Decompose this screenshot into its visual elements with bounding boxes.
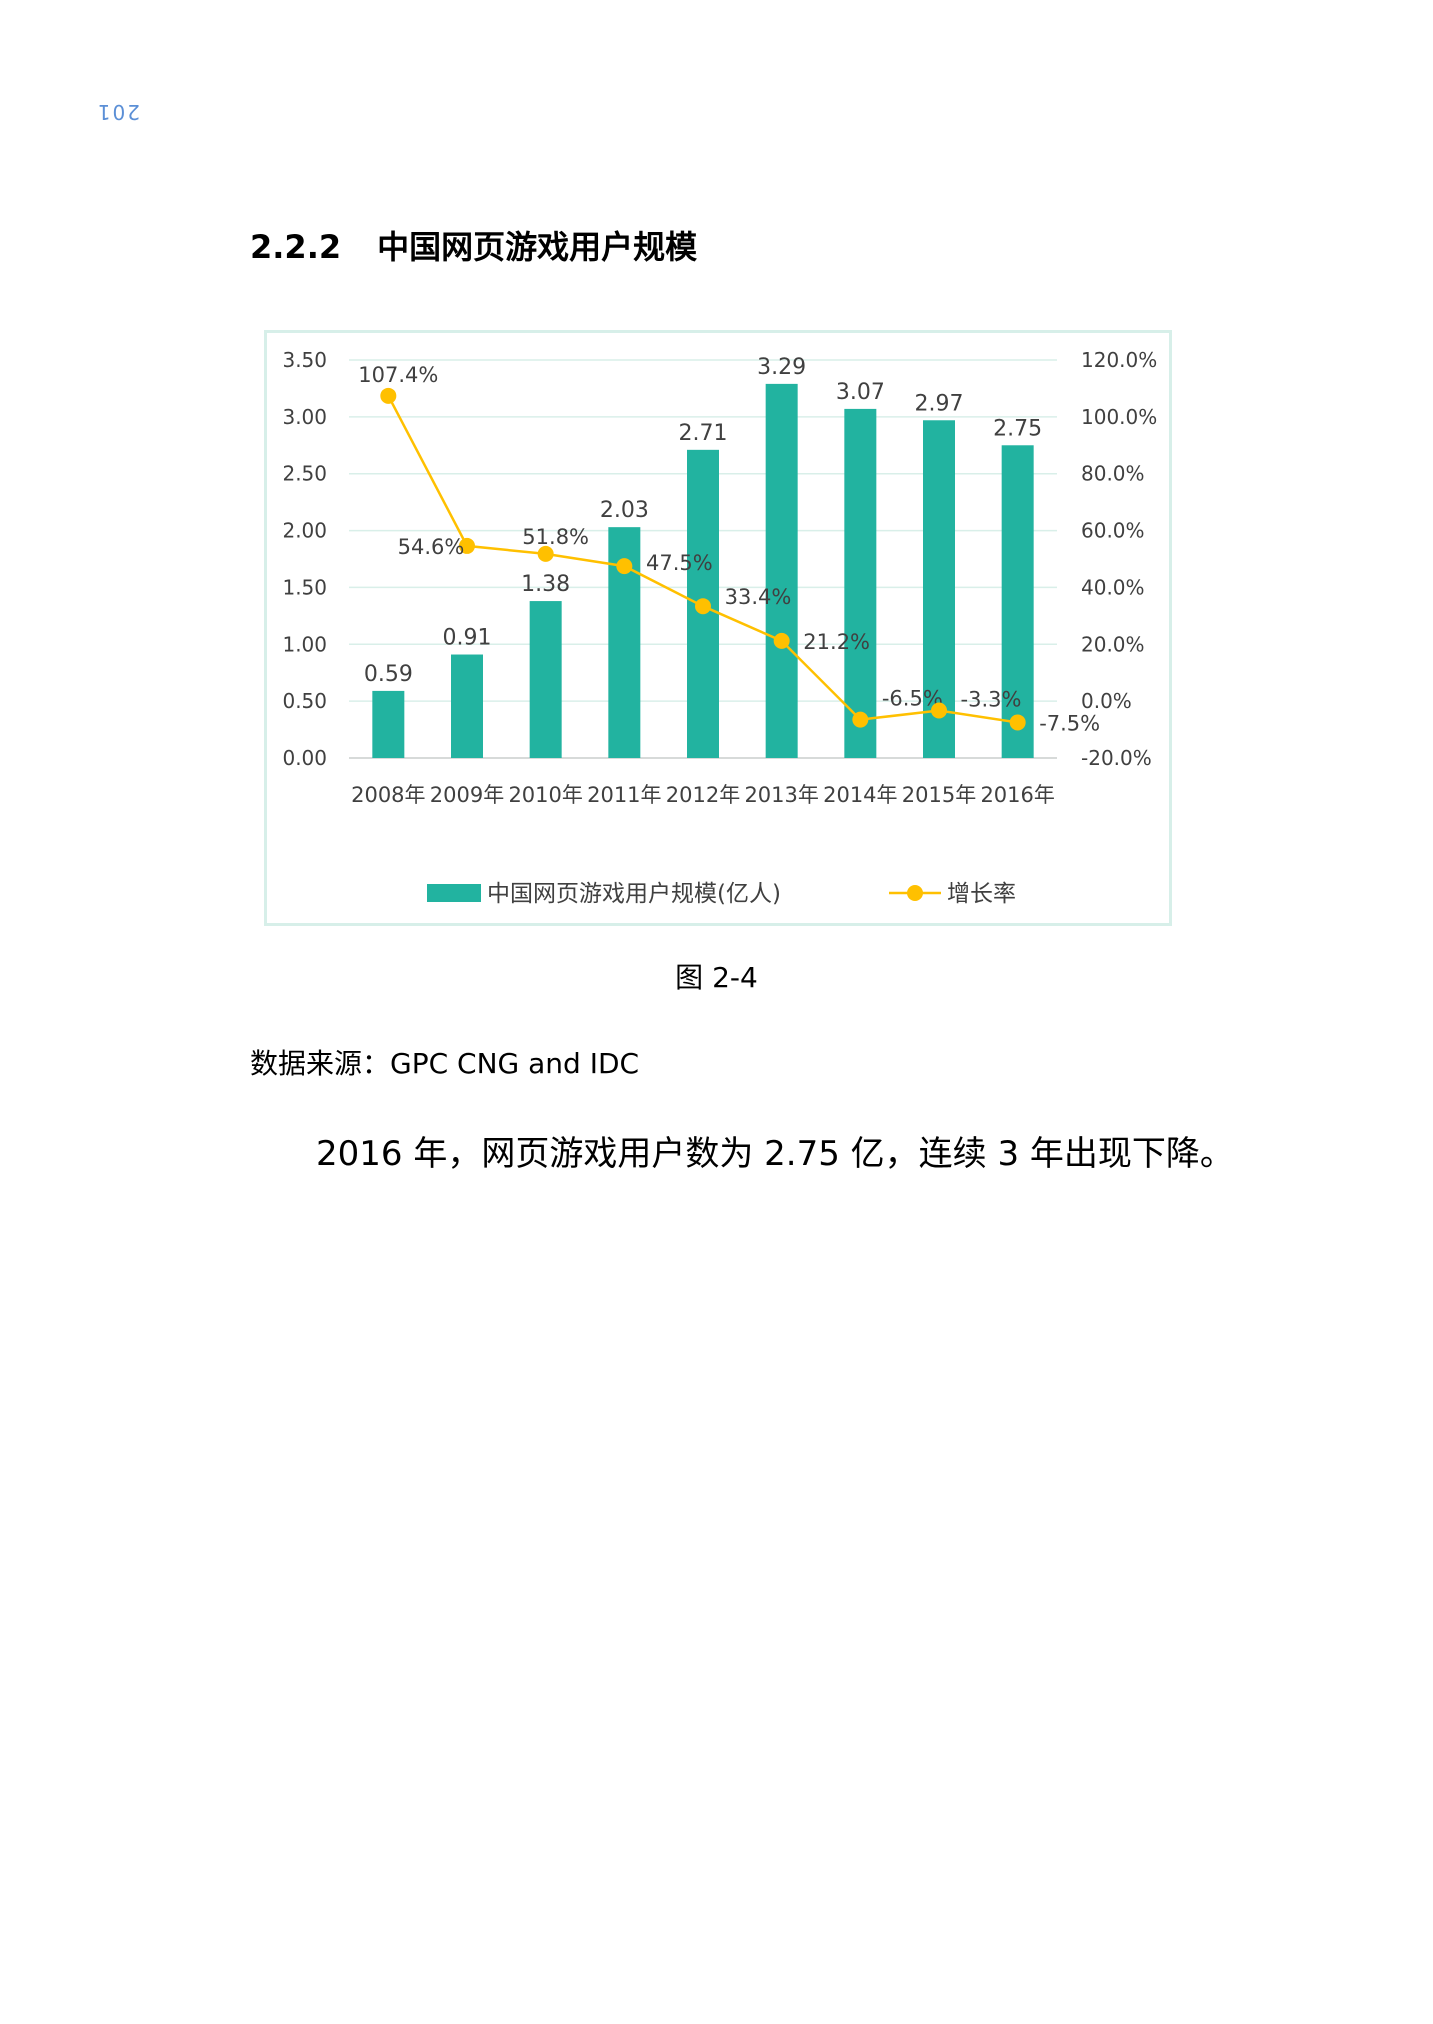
legend-label-line: 增长率 bbox=[947, 881, 1016, 907]
bar-value-label: 3.29 bbox=[757, 355, 806, 380]
right-axis-tick-label: 80.0% bbox=[1081, 462, 1145, 486]
x-axis-tick-label: 2009年 bbox=[430, 783, 504, 807]
growth-rate-label: 107.4% bbox=[358, 363, 438, 387]
growth-rate-point bbox=[537, 545, 554, 562]
right-axis-tick-label: -20.0% bbox=[1081, 746, 1152, 770]
x-axis-tick-label: 2008年 bbox=[351, 783, 425, 807]
left-axis-tick-label: 1.50 bbox=[282, 575, 327, 599]
chart-frame: 0.00 0.50 1.00 1.50 2.00 2.50 3.00 3.50 -20.0% 0.… bbox=[264, 330, 1172, 926]
growth-rate-label: -7.5% bbox=[1039, 711, 1100, 735]
growth-rate-point bbox=[695, 598, 711, 615]
growth-rate-label: 47.5% bbox=[646, 551, 713, 575]
bar bbox=[529, 601, 562, 758]
x-axis-tick-label: 2012年 bbox=[666, 783, 740, 807]
legend-swatch-bar bbox=[427, 884, 481, 902]
bar bbox=[372, 690, 405, 758]
legend-label-bar: 中国网页游戏用户规模(亿人) bbox=[487, 881, 781, 907]
section-number: 2.2.2 bbox=[250, 228, 342, 266]
right-axis-tick-label: 120.0% bbox=[1081, 348, 1157, 372]
combo-chart: 0.00 0.50 1.00 1.50 2.00 2.50 3.00 3.50 -20.0% 0.… bbox=[282, 348, 1157, 907]
growth-rate-label: 54.6% bbox=[398, 535, 465, 559]
section-title-text: 中国网页游戏用户规模 bbox=[377, 228, 698, 266]
growth-rate-point bbox=[380, 387, 397, 404]
bar-value-label: 2.97 bbox=[915, 391, 964, 416]
growth-rate-point bbox=[773, 632, 790, 649]
growth-rate-point bbox=[931, 702, 947, 719]
bar-value-label: 0.91 bbox=[443, 626, 492, 651]
x-axis-tick-label: 2011年 bbox=[587, 783, 661, 807]
bar-value-label: 2.03 bbox=[600, 498, 649, 523]
right-axis-tick-label: 100.0% bbox=[1081, 405, 1157, 429]
right-axis-tick-label: 0.0% bbox=[1081, 689, 1132, 713]
growth-rate-label: -3.3% bbox=[961, 688, 1022, 712]
x-axis-tick-label: 2014年 bbox=[823, 783, 897, 807]
x-axis-tick-label: 2016年 bbox=[980, 783, 1054, 807]
left-axis-tick-label: 2.00 bbox=[282, 519, 327, 543]
growth-rate-point bbox=[852, 711, 869, 728]
bar bbox=[844, 408, 877, 758]
left-axis-tick-label: 3.00 bbox=[282, 405, 327, 429]
body-paragraph: 2016 年，网页游戏用户数为 2.75 亿，连续 3 年出现下降。 bbox=[316, 1134, 1234, 1174]
section-heading: 2.2.2 中国网页游戏用户规模 bbox=[250, 222, 697, 268]
left-axis-tick-label: 0.50 bbox=[282, 689, 327, 713]
left-axis-tick-label: 1.00 bbox=[282, 632, 327, 656]
bar bbox=[1001, 445, 1034, 758]
growth-rate-label: 21.2% bbox=[803, 630, 870, 654]
right-axis-tick-label: 20.0% bbox=[1081, 632, 1145, 656]
growth-rate-point bbox=[1009, 714, 1026, 731]
growth-rate-label: 33.4% bbox=[725, 585, 792, 609]
bar-value-label: 2.71 bbox=[679, 421, 728, 446]
bar bbox=[451, 654, 483, 758]
left-axis-tick-label: 2.50 bbox=[282, 462, 327, 486]
left-axis-tick-label: 3.50 bbox=[282, 348, 327, 372]
growth-rate-point bbox=[616, 558, 633, 575]
growth-rate-point bbox=[459, 537, 475, 554]
x-axis-tick-label: 2013年 bbox=[744, 783, 818, 807]
right-axis-tick-label: 40.0% bbox=[1081, 575, 1145, 599]
legend-swatch-point bbox=[907, 885, 923, 901]
left-axis-tick-label: 0.00 bbox=[282, 746, 327, 770]
right-axis-tick-label: 60.0% bbox=[1081, 519, 1145, 543]
bar-value-label: 2.75 bbox=[993, 416, 1042, 441]
x-axis-tick-label: 2015年 bbox=[902, 783, 976, 807]
bar-value-label: 3.07 bbox=[836, 380, 885, 405]
growth-rate-label: 51.8% bbox=[522, 525, 589, 549]
figure-caption: 图 2-4 bbox=[675, 961, 758, 994]
bar-value-label: 1.38 bbox=[521, 572, 570, 597]
bar-value-label: 0.59 bbox=[364, 662, 413, 687]
x-axis-tick-label: 2010年 bbox=[508, 783, 582, 807]
bar bbox=[765, 383, 798, 758]
data-source: 数据来源：GPC CNG and IDC bbox=[250, 1047, 640, 1080]
page-number-mark: 201 bbox=[95, 100, 140, 124]
bar bbox=[923, 420, 955, 758]
